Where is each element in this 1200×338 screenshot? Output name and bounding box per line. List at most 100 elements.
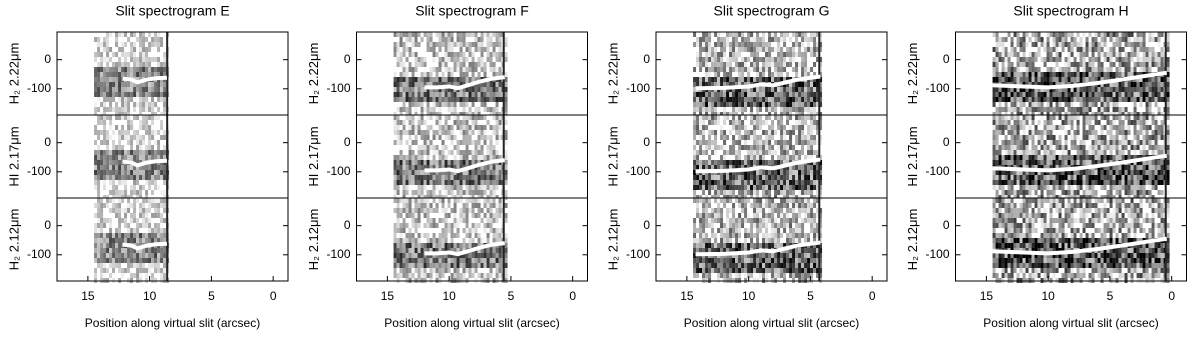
- pixel: [705, 42, 708, 47]
- pixel: [738, 145, 741, 150]
- pixel: [753, 213, 756, 218]
- pixel: [490, 125, 493, 130]
- pixel: [738, 263, 741, 268]
- pixel: [409, 130, 412, 135]
- pixel: [463, 135, 466, 140]
- pixel: [124, 150, 127, 155]
- pixel: [774, 102, 777, 107]
- pixel: [439, 268, 442, 273]
- pixel: [130, 150, 133, 155]
- pixel: [759, 67, 762, 72]
- pixel: [783, 190, 786, 195]
- pixel: [445, 228, 448, 233]
- pixel: [469, 62, 472, 67]
- pixel: [403, 102, 406, 107]
- pixel: [708, 258, 711, 263]
- pixel: [394, 120, 397, 125]
- pixel: [151, 102, 154, 107]
- pixel: [454, 185, 457, 190]
- pixel: [130, 120, 133, 125]
- pixel: [151, 42, 154, 47]
- pixel: [460, 72, 463, 77]
- pixel: [127, 97, 130, 102]
- pixel: [496, 125, 499, 130]
- pixel: [780, 47, 783, 52]
- pixel: [97, 198, 100, 203]
- pixel: [996, 107, 999, 112]
- pixel: [732, 233, 735, 238]
- pixel: [765, 47, 768, 52]
- pixel: [430, 243, 433, 248]
- pixel: [433, 155, 436, 160]
- pixel: [792, 32, 795, 37]
- pixel: [768, 62, 771, 67]
- pixel: [454, 203, 457, 208]
- pixel: [1083, 72, 1086, 77]
- pixel: [142, 175, 145, 180]
- pixel: [124, 72, 127, 77]
- pixel: [717, 258, 720, 263]
- pixel: [1002, 52, 1005, 57]
- pixel: [996, 67, 999, 72]
- pixel: [406, 198, 409, 203]
- pixel: [759, 253, 762, 258]
- pixel: [756, 155, 759, 160]
- pixel: [451, 175, 454, 180]
- pixel: [97, 72, 100, 77]
- pixel: [439, 97, 442, 102]
- pixel: [400, 243, 403, 248]
- pixel: [400, 268, 403, 273]
- pixel: [475, 120, 478, 125]
- pixel: [466, 190, 469, 195]
- pixel: [720, 125, 723, 130]
- pixel: [1080, 52, 1083, 57]
- pixel: [1050, 32, 1053, 37]
- pixel: [397, 57, 400, 62]
- pixel: [804, 170, 807, 175]
- pixel: [142, 57, 145, 62]
- pixel: [109, 92, 112, 97]
- pixel: [717, 243, 720, 248]
- pixel: [430, 218, 433, 223]
- pixel: [451, 135, 454, 140]
- pixel: [1023, 72, 1026, 77]
- pixel: [478, 140, 481, 145]
- pixel: [472, 268, 475, 273]
- pixel: [112, 208, 115, 213]
- pixel: [741, 97, 744, 102]
- pixel: [1038, 72, 1041, 77]
- pixel: [415, 258, 418, 263]
- pixel: [756, 175, 759, 180]
- pixel: [127, 135, 130, 140]
- pixel: [774, 268, 777, 273]
- pixel: [813, 120, 816, 125]
- pixel: [484, 102, 487, 107]
- pixel: [744, 228, 747, 233]
- pixel: [993, 72, 996, 77]
- pixel: [810, 253, 813, 258]
- pixel: [115, 263, 118, 268]
- pixel: [1095, 97, 1098, 102]
- pixel: [699, 47, 702, 52]
- pixel: [789, 87, 792, 92]
- pixel: [783, 263, 786, 268]
- pixel: [148, 248, 151, 253]
- pixel: [136, 67, 139, 72]
- pixel: [484, 107, 487, 112]
- pixel: [463, 263, 466, 268]
- pixel: [735, 218, 738, 223]
- pixel: [810, 258, 813, 263]
- pixel: [505, 92, 508, 97]
- pixel: [442, 208, 445, 213]
- pixel: [505, 107, 508, 112]
- pixel: [783, 185, 786, 190]
- pixel: [711, 258, 714, 263]
- pixel: [400, 130, 403, 135]
- pixel: [142, 263, 145, 268]
- pixel: [94, 165, 97, 170]
- pixel: [786, 120, 789, 125]
- pixel: [487, 253, 490, 258]
- pixel: [738, 47, 741, 52]
- pixel: [1041, 92, 1044, 97]
- pixel: [478, 72, 481, 77]
